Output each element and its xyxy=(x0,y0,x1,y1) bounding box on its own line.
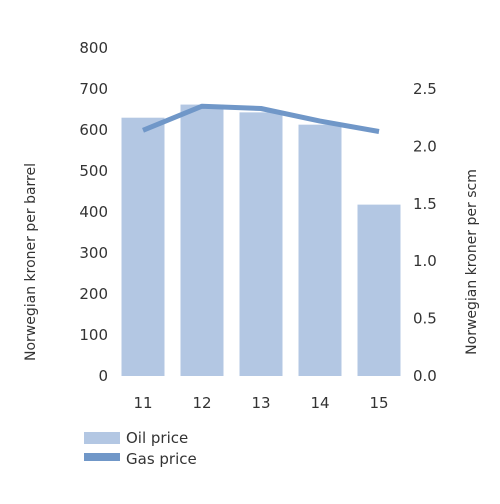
right-tick-label-1.0: 1.0 xyxy=(413,252,437,270)
left-tick-label-300: 300 xyxy=(79,244,108,262)
x-axis-ticks: 11 12 13 14 15 xyxy=(133,394,388,412)
x-tick-label-13: 13 xyxy=(251,394,270,412)
left-tick-label-200: 200 xyxy=(79,285,108,303)
legend: Oil price Gas price xyxy=(84,429,197,468)
left-tick-label-700: 700 xyxy=(79,80,108,98)
oil-price-bar-11 xyxy=(122,118,165,376)
left-tick-label-0: 0 xyxy=(98,367,108,385)
right-tick-label-0.0: 0.0 xyxy=(413,367,437,385)
right-tick-label-2.5: 2.5 xyxy=(413,80,437,98)
right-axis-ticks: 0.0 0.5 1.0 1.5 2.0 2.5 xyxy=(413,80,437,385)
legend-gas-swatch xyxy=(84,453,120,461)
right-tick-label-2.0: 2.0 xyxy=(413,137,437,155)
legend-oil-swatch xyxy=(84,432,120,444)
oil-price-bar-12 xyxy=(181,105,224,376)
left-axis-title: Norwegian kroner per barrel xyxy=(23,163,39,361)
left-axis-ticks: 0 100 200 300 400 500 600 700 800 xyxy=(79,39,108,385)
x-tick-label-15: 15 xyxy=(369,394,388,412)
left-tick-label-600: 600 xyxy=(79,121,108,139)
oil-price-bars xyxy=(122,105,401,376)
x-tick-label-11: 11 xyxy=(133,394,152,412)
oil-price-bar-15 xyxy=(358,205,401,376)
right-tick-label-1.5: 1.5 xyxy=(413,195,437,213)
right-axis-title: Norwegian kroner per scm xyxy=(464,169,480,355)
legend-oil-label: Oil price xyxy=(126,429,188,447)
oil-price-bar-13 xyxy=(240,112,283,376)
x-tick-label-12: 12 xyxy=(192,394,211,412)
left-tick-label-100: 100 xyxy=(79,326,108,344)
left-tick-label-400: 400 xyxy=(79,203,108,221)
left-tick-label-800: 800 xyxy=(79,39,108,57)
legend-gas-label: Gas price xyxy=(126,450,197,468)
right-tick-label-0.5: 0.5 xyxy=(413,310,437,328)
oil-price-bar-14 xyxy=(299,125,342,376)
x-tick-label-14: 14 xyxy=(310,394,329,412)
left-tick-label-500: 500 xyxy=(79,162,108,180)
